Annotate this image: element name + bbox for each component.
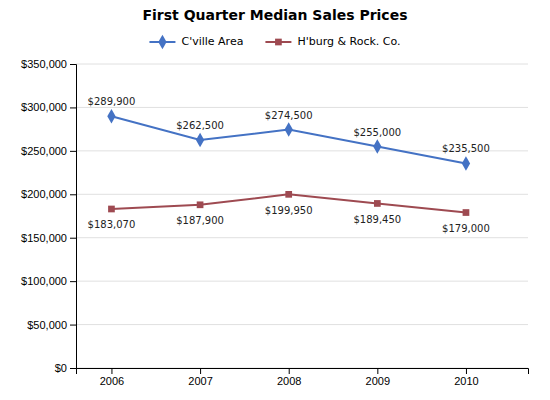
marks — [107, 109, 470, 216]
y-tick-label: $200,000 — [21, 188, 67, 200]
data-label: $235,500 — [442, 143, 490, 154]
x-tick-label: 2010 — [454, 375, 478, 387]
plot-area: 2006 2007 2008 2009 2010 $0 $50,000 $100,000 $15… — [21, 58, 528, 387]
marker — [107, 109, 115, 123]
marker — [374, 200, 381, 207]
y-tick: $50,000 — [27, 319, 76, 331]
legend: C'ville Area H'burg & Rock. Co. — [149, 35, 400, 49]
data-label: $179,000 — [442, 223, 490, 234]
y-tick: $300,000 — [21, 101, 76, 113]
chart: 2006 2007 2008 2009 2010 $0 $50,000 $100,000 $15… — [0, 0, 550, 400]
x-tick-label: 2009 — [366, 375, 390, 387]
x-tick: 2008 — [277, 368, 301, 387]
y-axis-line — [70, 65, 77, 369]
data-label: $189,450 — [353, 214, 401, 225]
y-tick: $100,000 — [21, 275, 76, 287]
marker — [285, 191, 292, 198]
y-tick: $350,000 — [21, 58, 76, 70]
y-tick-mark — [70, 238, 76, 239]
marker — [197, 201, 204, 208]
grid-line — [76, 281, 528, 282]
y-tick: $150,000 — [21, 232, 76, 244]
x-tick: 2010 — [454, 368, 478, 387]
data-label: $289,900 — [88, 96, 136, 107]
line — [111, 116, 466, 163]
x-tick-mark — [289, 368, 290, 374]
marker — [373, 139, 381, 153]
data-label: $274,500 — [265, 110, 313, 121]
y-tick-label: $0 — [55, 362, 67, 374]
y-tick-label: $100,000 — [21, 275, 67, 287]
y-tick-label: $250,000 — [21, 145, 67, 157]
marker — [196, 133, 204, 147]
grid-line — [76, 194, 528, 195]
legend-label: H'burg & Rock. Co. — [297, 35, 400, 48]
y-axis: $0 $50,000 $100,000 $150,000 $200,000 $250,00… — [21, 58, 76, 374]
y-tick-mark — [70, 194, 76, 195]
y-tick-mark — [70, 107, 76, 108]
data-label: $262,500 — [176, 120, 224, 131]
grid-line — [76, 237, 528, 238]
legend-marker — [275, 39, 282, 46]
y-tick-mark — [70, 151, 76, 152]
grid — [76, 64, 528, 368]
title: First Quarter Median Sales Prices — [142, 7, 407, 23]
data-label: $199,950 — [265, 205, 313, 216]
y-tick: $200,000 — [21, 188, 76, 200]
x-axis-line — [77, 369, 529, 375]
x-tick-mark — [466, 368, 467, 374]
data-label: $183,070 — [88, 219, 136, 230]
y-tick-label: $350,000 — [21, 58, 67, 70]
legend-item: C'ville Area — [149, 35, 243, 49]
y-tick: $0 — [55, 362, 76, 374]
x-tick: 2006 — [100, 368, 124, 387]
y-tick-label: $50,000 — [27, 319, 67, 331]
x-axis: 2006 2007 2008 2009 2010 — [77, 368, 529, 387]
x-tick: 2007 — [188, 368, 212, 387]
x-tick-label: 2006 — [100, 375, 124, 387]
legend-marker — [158, 35, 166, 49]
x-tick-label: 2007 — [188, 375, 212, 387]
marker — [463, 209, 470, 216]
y-tick-mark — [70, 281, 76, 282]
x-tick: 2009 — [366, 368, 390, 387]
y-tick-label: $150,000 — [21, 232, 67, 244]
marker — [108, 206, 115, 213]
y-tick: $250,000 — [21, 145, 76, 157]
x-tick-mark — [111, 368, 112, 374]
data-label: $255,000 — [353, 127, 401, 138]
data-label: $187,900 — [176, 215, 224, 226]
y-tick-mark — [70, 325, 76, 326]
y-tick-label: $300,000 — [21, 101, 67, 113]
x-tick-label: 2008 — [277, 375, 301, 387]
y-tick-mark — [70, 368, 76, 369]
marker — [285, 122, 293, 136]
marker — [462, 156, 470, 170]
x-tick-mark — [377, 368, 378, 374]
grid-line — [76, 64, 528, 65]
legend-label: C'ville Area — [181, 35, 243, 48]
data-labels: $289,900 $262,500 $274,500 $255,000 $235,500… — [88, 96, 490, 234]
grid-line — [76, 324, 528, 325]
grid-line — [76, 107, 528, 108]
legend-item: H'burg & Rock. Co. — [265, 35, 400, 48]
y-tick-mark — [70, 64, 76, 65]
x-tick-mark — [200, 368, 201, 374]
